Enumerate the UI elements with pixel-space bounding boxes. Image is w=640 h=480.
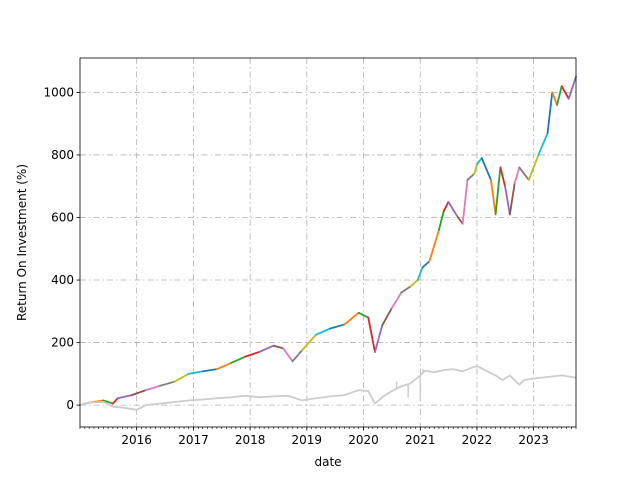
x-tick-label: 2021 [405,433,436,447]
roi-segment [556,85,563,106]
roi-segment [546,91,554,134]
roi-segment [537,132,549,156]
roi-segment [480,157,492,181]
y-tick-label: 400 [51,273,74,287]
roi-segment [447,200,459,219]
y-tick-label: 600 [51,210,74,224]
x-tick-label: 2018 [235,433,266,447]
roi-segment [187,370,204,375]
roi-segment [473,163,478,175]
roi-segment [374,324,384,353]
roi-segment [112,397,119,405]
roi-segment [428,229,440,263]
y-tick-label: 1000 [43,85,74,99]
roi-segment [159,380,176,387]
roi-segment [409,279,419,288]
roi-segment [560,85,570,100]
roi-segment [367,316,376,353]
roi-segment [272,344,284,350]
roi-segment [291,349,303,363]
roi-segment [504,185,511,216]
x-tick-label: 2019 [292,433,323,447]
roi-segment [173,372,190,383]
axes [79,57,577,428]
roi-segment [490,179,497,216]
roi-segment [258,344,275,353]
x-tick-label: 2023 [518,433,549,447]
roi-segment [476,157,483,166]
roi-segment [201,368,218,373]
roi-segment [400,285,412,294]
series-lines [79,75,577,411]
roi-segment [421,260,431,269]
roi-segment [461,179,469,225]
roi-segment [438,210,445,231]
roi-segment [130,389,147,397]
plot-frame [79,57,577,428]
grid-lines [80,58,576,427]
roi-segment [416,266,424,281]
x-tick-label: 2016 [121,433,152,447]
roi-segment [567,75,577,100]
roi-segment [390,291,403,310]
roi-segment [513,166,521,184]
x-tick-label: 2022 [462,433,493,447]
ticks: 0 200 400 600 800 1000 2016 2017 2018 2019 2020 202… [43,85,577,447]
roi-segment [442,200,450,213]
roi-segment [551,91,558,106]
roi-segment [102,399,114,405]
y-tick-label: 800 [51,148,74,162]
benchmark-line [79,365,577,411]
y-tick-label: 200 [51,336,74,350]
y-tick-label: 0 [66,398,74,412]
y-axis-label: Return On Investment (%) [15,164,29,321]
roi-segment [116,394,133,400]
roi-segment [230,355,247,364]
roi-segment [315,327,332,336]
roi-segment [216,361,233,371]
roi-segment [381,307,393,327]
roi-segment [499,166,506,188]
roi-segment [527,154,540,181]
roi-segment [329,323,346,330]
x-tick-label: 2020 [348,433,379,447]
roi-segment [301,333,317,352]
roi-segment [282,347,294,363]
x-axis-label: date [314,455,341,469]
roi-segment [518,166,530,181]
roi-segment [343,311,360,326]
roi-segment [466,172,476,181]
roi-segment [494,166,502,216]
roi-segment [357,311,370,319]
roi-segment [145,384,162,392]
roi-segment [508,182,516,216]
x-tick-label: 2017 [178,433,209,447]
roi-segment [244,351,261,358]
